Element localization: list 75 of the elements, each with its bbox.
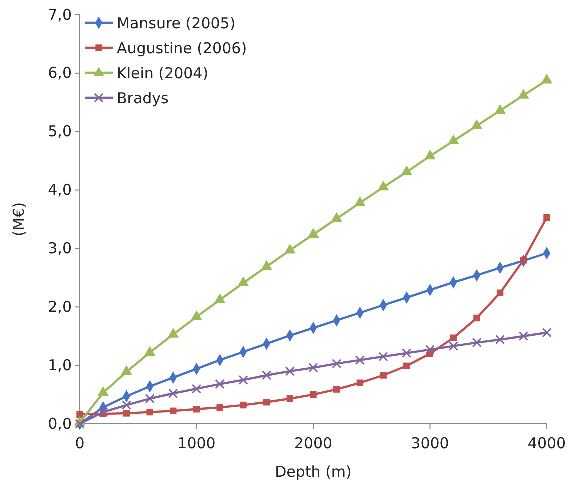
point (122, 400, 132, 410)
legend-label: Bradys (117, 89, 170, 108)
point (146, 408, 154, 416)
point (401, 166, 413, 176)
point (356, 380, 364, 386)
point (404, 362, 410, 370)
point (168, 388, 178, 398)
point (450, 334, 457, 342)
point (215, 379, 225, 390)
point (216, 404, 224, 411)
point (308, 228, 320, 238)
point (262, 370, 272, 380)
point (494, 104, 506, 114)
point (98, 407, 108, 418)
point (544, 214, 550, 222)
point (424, 150, 436, 160)
point (238, 276, 250, 286)
y-tick-label: 5,0 (48, 122, 72, 141)
x-tick-label: 1000 (178, 434, 216, 452)
point (496, 290, 504, 296)
point (402, 348, 412, 358)
point (310, 391, 317, 398)
point (378, 352, 388, 362)
point (145, 394, 155, 404)
point (354, 196, 366, 206)
point (170, 408, 177, 414)
point (331, 212, 342, 222)
point (380, 372, 387, 379)
x-tick-label: 0 (75, 434, 85, 452)
point (238, 375, 248, 385)
point (378, 180, 390, 191)
point (355, 355, 366, 366)
x-axis-title: Depth (m) (275, 463, 352, 481)
point (448, 134, 460, 144)
point (123, 410, 130, 417)
point (263, 399, 270, 406)
point (261, 260, 272, 270)
point (333, 386, 340, 393)
point (76, 411, 84, 418)
point (474, 314, 480, 322)
point (495, 335, 506, 345)
y-tick-label: 6,0 (48, 64, 72, 82)
point (518, 332, 528, 342)
y-axis-title: (M€) (10, 202, 28, 237)
point (286, 396, 294, 402)
point (542, 328, 552, 338)
point (191, 310, 202, 320)
point (332, 358, 342, 369)
point (284, 244, 296, 254)
point (518, 89, 530, 99)
point (240, 402, 247, 409)
y-tick-label: 3,0 (48, 240, 72, 258)
y-tick-label: 0,0 (48, 414, 72, 433)
point (425, 344, 436, 355)
point (193, 406, 200, 413)
point (520, 257, 528, 264)
y-tick-label: 1,0 (48, 356, 72, 374)
y-tick-label: 2,0 (48, 298, 72, 316)
legend-label: Mansure (2005) (117, 14, 236, 32)
point (472, 338, 482, 348)
point (448, 341, 458, 352)
y-tick-label: 7,0 (48, 6, 72, 24)
point (308, 363, 318, 373)
legend-label: Augustine (2006) (117, 39, 248, 58)
y-tick-label: 4,0 (48, 181, 72, 200)
point (168, 328, 180, 338)
x-tick-label: 2000 (294, 434, 333, 452)
x-tick-label: 4000 (528, 434, 566, 452)
x-tick-label: 3000 (411, 434, 450, 452)
legend-label: Klein (2004) (117, 64, 209, 82)
point (214, 294, 226, 304)
point (541, 74, 553, 84)
point (285, 366, 295, 376)
point (192, 384, 202, 394)
point (471, 120, 483, 130)
